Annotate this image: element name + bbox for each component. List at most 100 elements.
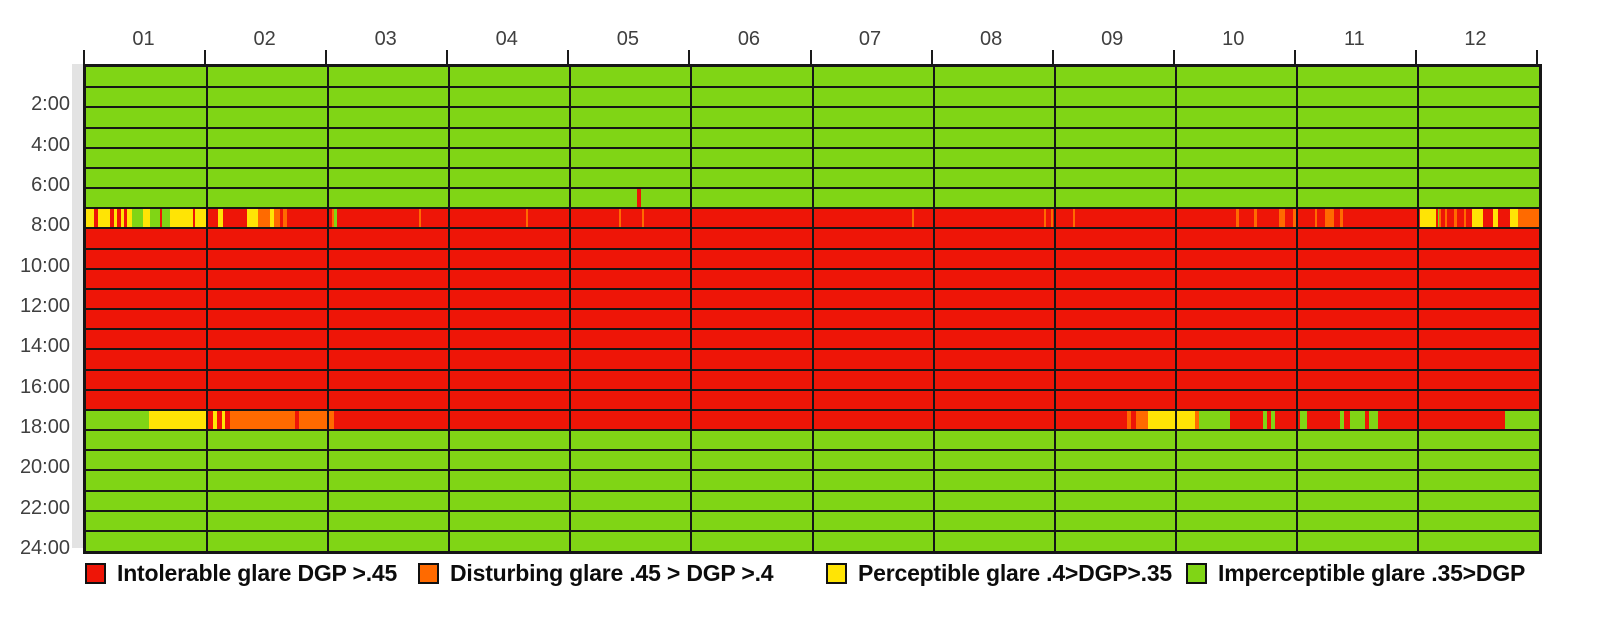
month-tick [930,50,933,64]
time-label-6:00: 6:00 [31,174,70,196]
heatmap-row-17h-18h [86,409,1539,430]
time-label-20:00: 20:00 [19,456,70,479]
glare-cell-orange [418,208,422,229]
glare-cell-orange [641,208,645,229]
month-tick [567,50,570,64]
heatmap-row-7h-8h [86,208,1539,229]
month-tick [83,50,85,64]
glare-cell-green [1505,409,1539,430]
legend-label-intolerable: Intolerable glare DGP >.45 [117,559,398,586]
glare-cell-orange [1518,208,1539,229]
gridline-month-9 [1174,67,1177,551]
time-label-14:00: 14:00 [19,335,70,358]
axis-strip [72,64,83,548]
glare-cell-red [328,208,332,229]
glare-cell-red [94,208,99,229]
glare-cell-orange [1254,208,1257,229]
gridline-month-10 [1295,67,1298,551]
time-label-4:00: 4:00 [31,133,70,156]
glare-cell-orange [1463,208,1467,229]
glare-cell-yellow [1509,208,1519,229]
legend: Intolerable glare DGP >.45 Disturbing gl… [0,556,1600,590]
month-label-02: 02 [253,27,276,50]
glare-cell-yellow [148,409,208,430]
glare-cell-green [1198,409,1231,430]
glare-cell-red [1377,409,1506,430]
glare-cell-orange [230,409,296,430]
glare-cell-orange [1278,208,1285,229]
glare-cell-yellow [1147,409,1196,430]
glare-cell-red [1317,208,1325,229]
month-label-01: 01 [132,27,155,50]
gridline-month-5 [690,67,693,551]
glare-cell-green [162,208,170,229]
disturbing-glare-swatch-icon [418,562,439,584]
legend-label-disturbing: Disturbing glare .45 > DGP >.4 [450,559,774,586]
glare-cell-yellow [169,208,193,229]
glare-cell-yellow [86,208,95,229]
month-tick [1051,50,1054,64]
glare-cell-red [812,208,912,229]
glare-cell-green [86,188,637,209]
glare-cell-green [1340,409,1345,430]
glare-cell-green [1271,409,1276,430]
glare-cell-orange [1236,208,1239,229]
glare-cell-red [570,208,619,229]
gridline-month-11 [1416,67,1419,551]
time-label-18:00: 18:00 [19,416,70,438]
glare-cell-red [1306,409,1341,430]
month-tick [1536,50,1538,64]
glare-cell-red [644,208,692,229]
glare-cell-red [1296,208,1315,229]
gridline-month-4 [569,67,572,551]
glare-cell-yellow [221,409,226,430]
month-label-11: 11 [1343,27,1365,50]
glare-cell-yellow [113,208,118,229]
glare-cell-red [421,208,450,229]
legend-item-intolerable: Intolerable glare DGP >.45 [85,556,397,590]
time-label-22:00: 22:00 [19,496,70,519]
glare-cell-red [1466,208,1473,229]
gridline-month-6 [811,67,814,551]
month-tick [809,50,812,64]
glare-cell-red [1364,409,1370,430]
imperceptible-glare-swatch-icon [1186,562,1207,584]
glare-cell-red [159,208,163,229]
glare-cell-red [1344,409,1351,430]
glare-cell-orange [1324,208,1335,229]
glare-cell-orange [1314,208,1318,229]
glare-cell-red [334,409,1128,430]
heatmap-row-6h-7h [86,188,1539,209]
glare-cell-yellow [1492,208,1498,229]
glare-cell-orange [1195,409,1199,430]
glare-cell-orange [331,208,335,229]
glare-cell-orange [299,409,335,430]
glare-cell-orange [283,208,287,229]
glare-cell-orange [1293,208,1297,229]
time-label-10:00: 10:00 [19,254,70,277]
month-label-08: 08 [979,27,1003,50]
glare-cell-red [1456,208,1464,229]
gridline-month-8 [1053,67,1056,551]
glare-cell-yellow [270,208,274,229]
glare-cell-orange [1135,409,1148,430]
glare-cell-yellow [142,208,151,229]
glare-cell-yellow [217,208,223,229]
glare-cell-red [691,208,813,229]
glare-cell-yellow [247,208,258,229]
glare-cell-red [1230,409,1263,430]
glare-cell-red [336,208,419,229]
glare-cell-yellow [194,208,208,229]
glare-cell-red [222,208,248,229]
glare-cell-yellow [127,208,132,229]
glare-cell-red [449,208,526,229]
month-tick [1414,50,1417,64]
glare-cell-red [1256,208,1279,229]
time-label-8:00: 8:00 [31,214,70,237]
legend-label-perceptible: Perceptible glare .4>DGP>.35 [858,559,1173,586]
glare-cell-red [1334,208,1341,229]
glare-cell-red [207,409,214,430]
glare-cell-orange [1043,208,1047,229]
legend-label-imperceptible: Imperceptible glare .35>DGP [1218,559,1526,586]
